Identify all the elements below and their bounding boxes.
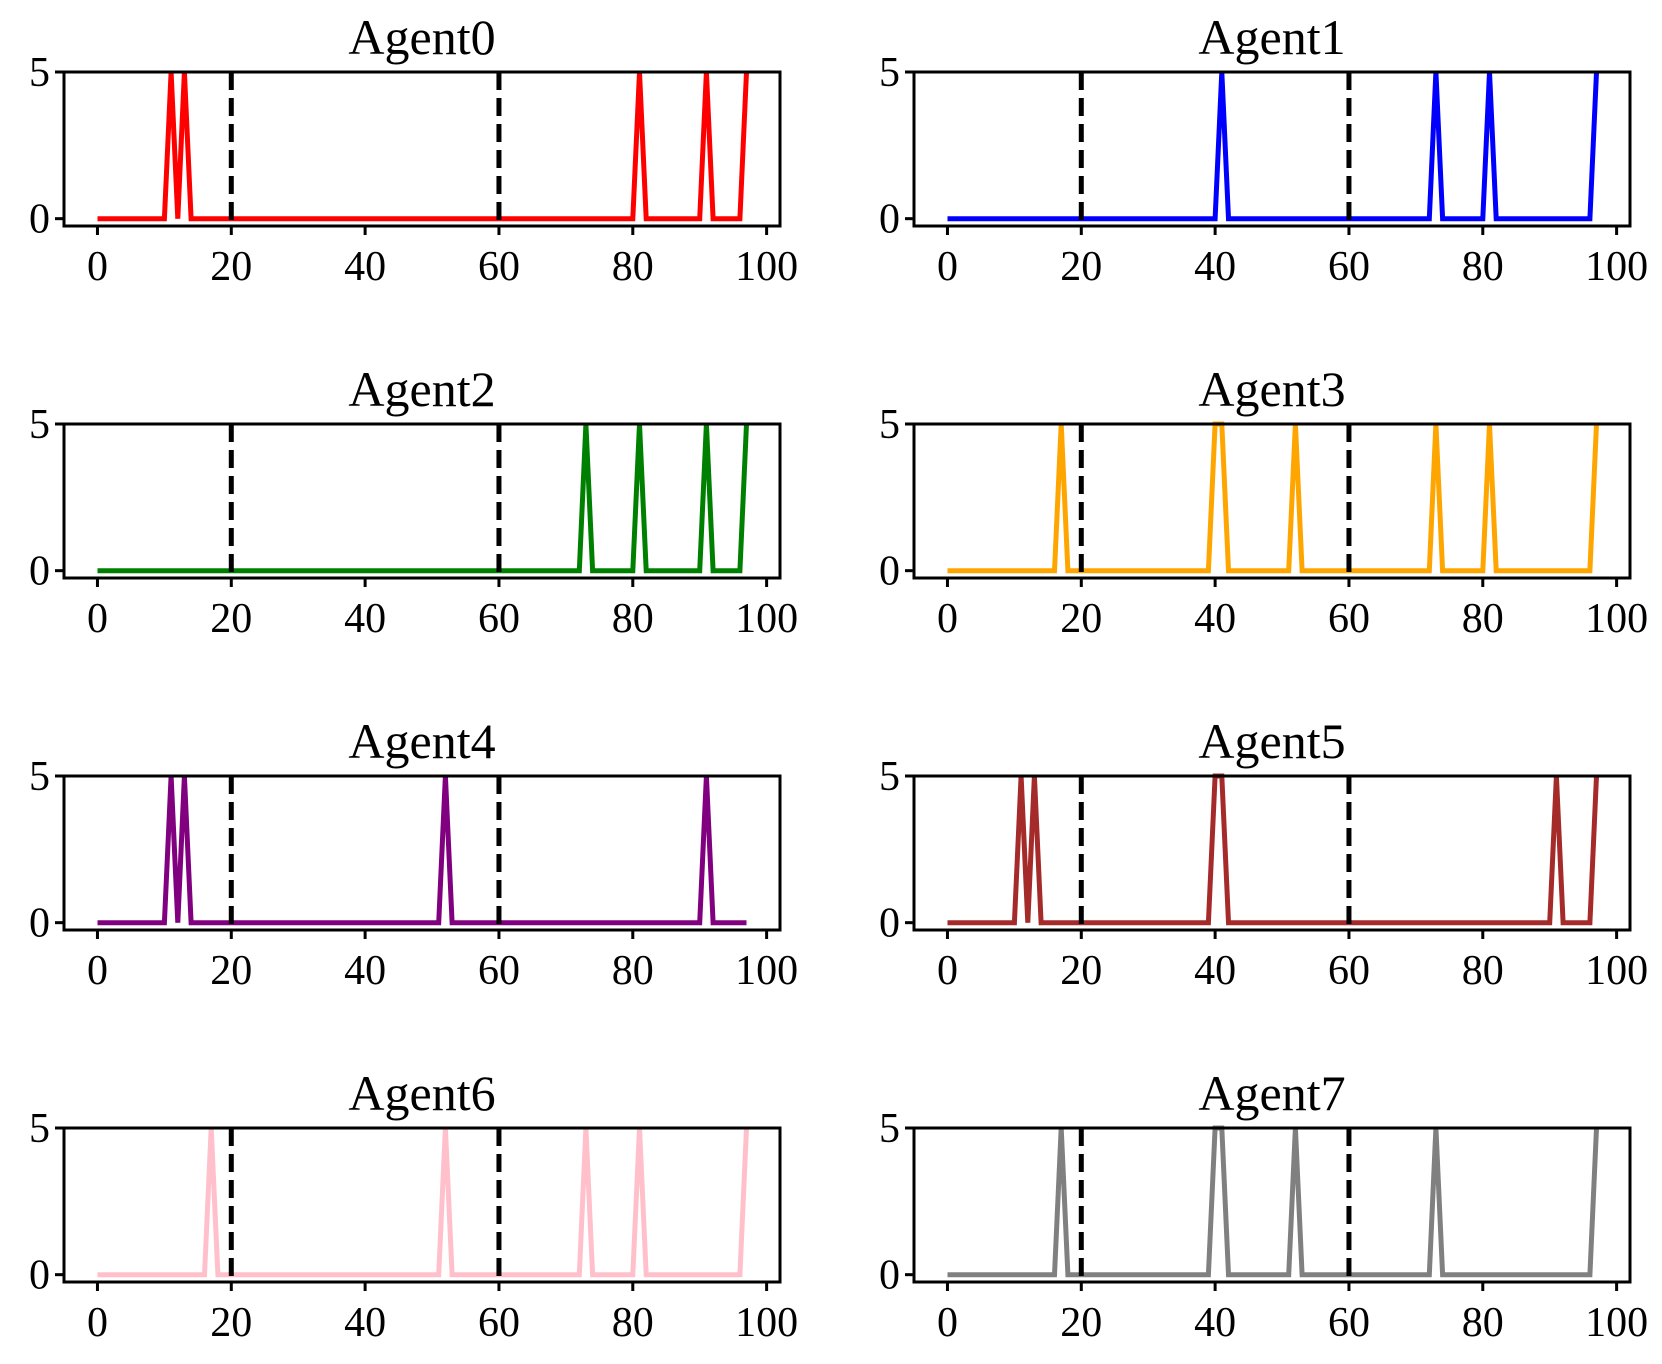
x-tick-label: 80 (612, 948, 654, 994)
x-tick-label: 60 (478, 596, 520, 642)
y-tick-label: 0 (879, 549, 900, 595)
subplot-title: Agent4 (348, 713, 495, 769)
x-tick-label: 0 (937, 596, 958, 642)
y-tick-label: 0 (29, 901, 50, 947)
axes-frame (912, 1126, 1632, 1284)
x-tick-label: 20 (210, 1300, 252, 1346)
y-tick-label: 5 (29, 50, 50, 96)
series-line (97, 71, 749, 222)
subplot-title: Agent6 (348, 1065, 495, 1121)
x-tick-label: 40 (1194, 244, 1236, 290)
x-tick-label: 60 (1328, 1300, 1370, 1346)
x-tick-label: 80 (1462, 244, 1504, 290)
y-tick-label: 0 (879, 901, 900, 947)
x-tick-label: 100 (735, 1300, 798, 1346)
axes-frame (62, 422, 782, 580)
y-tick-label: 5 (879, 754, 900, 800)
series-line (947, 1125, 1599, 1278)
x-tick-label: 0 (937, 244, 958, 290)
y-tick-label: 5 (879, 50, 900, 96)
subplot-agent0: Agent0 0 20 40 60 80 100 0 5 (29, 9, 798, 290)
subplot-agent4: Agent4 0 20 40 60 80 100 0 5 (29, 713, 798, 994)
x-tick-label: 0 (87, 244, 108, 290)
y-tick-label: 5 (29, 402, 50, 448)
x-tick-label: 80 (612, 1300, 654, 1346)
x-tick-label: 20 (1060, 596, 1102, 642)
x-tick-label: 40 (1194, 1300, 1236, 1346)
x-tick-label: 0 (87, 948, 108, 994)
x-tick-label: 60 (1328, 244, 1370, 290)
axes-frame (912, 70, 1632, 228)
axes-frame (62, 1126, 782, 1284)
subplot-agent2: Agent2 0 20 40 60 80 100 0 5 (29, 361, 798, 642)
x-tick-label: 40 (1194, 948, 1236, 994)
series-line (97, 1127, 749, 1278)
x-tick-label: 100 (1585, 948, 1648, 994)
x-tick-label: 100 (735, 244, 798, 290)
y-tick-label: 0 (29, 549, 50, 595)
x-tick-label: 40 (1194, 596, 1236, 642)
x-tick-label: 0 (87, 1300, 108, 1346)
x-tick-label: 20 (1060, 244, 1102, 290)
axes-frame (912, 422, 1632, 580)
subplot-title: Agent3 (1198, 361, 1345, 417)
x-tick-label: 60 (1328, 596, 1370, 642)
series-line (947, 71, 1599, 222)
subplot-agent5: Agent5 0 20 40 60 80 100 0 5 (879, 713, 1648, 994)
x-tick-label: 100 (1585, 244, 1648, 290)
x-tick-label: 20 (210, 948, 252, 994)
y-tick-label: 0 (879, 197, 900, 243)
y-tick-label: 5 (29, 754, 50, 800)
y-tick-label: 5 (29, 1106, 50, 1152)
subplot-agent1: Agent1 0 20 40 60 80 100 0 5 (879, 9, 1648, 290)
axes-frame (62, 774, 782, 932)
series-line (947, 421, 1599, 574)
axes-frame (62, 70, 782, 228)
subplot-agent3: Agent3 0 20 40 60 80 100 0 5 (879, 361, 1648, 642)
y-tick-label: 0 (29, 197, 50, 243)
x-tick-label: 40 (344, 244, 386, 290)
x-tick-label: 80 (612, 596, 654, 642)
y-tick-label: 0 (29, 1253, 50, 1299)
axes-frame (912, 774, 1632, 932)
x-tick-label: 60 (478, 948, 520, 994)
x-tick-label: 60 (1328, 948, 1370, 994)
subplot-title: Agent0 (348, 9, 495, 65)
x-tick-label: 60 (478, 244, 520, 290)
x-tick-label: 40 (344, 1300, 386, 1346)
series-line (947, 773, 1599, 926)
series-line (97, 423, 749, 574)
x-tick-label: 40 (344, 948, 386, 994)
x-tick-label: 20 (1060, 948, 1102, 994)
x-tick-label: 100 (735, 596, 798, 642)
y-tick-label: 5 (879, 402, 900, 448)
x-tick-label: 100 (1585, 596, 1648, 642)
series-line (97, 775, 747, 926)
x-tick-label: 100 (735, 948, 798, 994)
subplot-title: Agent1 (1198, 9, 1345, 65)
x-tick-label: 80 (1462, 1300, 1504, 1346)
x-tick-label: 0 (937, 1300, 958, 1346)
x-tick-label: 60 (478, 1300, 520, 1346)
x-tick-label: 0 (87, 596, 108, 642)
subplot-agent6: Agent6 0 20 40 60 80 100 0 5 (29, 1065, 798, 1346)
subplot-title: Agent5 (1198, 713, 1345, 769)
x-tick-label: 80 (1462, 948, 1504, 994)
subplot-agent7: Agent7 0 20 40 60 80 100 0 5 (879, 1065, 1648, 1346)
x-tick-label: 80 (612, 244, 654, 290)
subplot-title: Agent7 (1198, 1065, 1345, 1121)
x-tick-label: 20 (1060, 1300, 1102, 1346)
x-tick-label: 100 (1585, 1300, 1648, 1346)
y-tick-label: 0 (879, 1253, 900, 1299)
x-tick-label: 0 (937, 948, 958, 994)
x-tick-label: 80 (1462, 596, 1504, 642)
x-tick-label: 20 (210, 244, 252, 290)
x-tick-label: 40 (344, 596, 386, 642)
y-tick-label: 5 (879, 1106, 900, 1152)
x-tick-label: 20 (210, 596, 252, 642)
subplot-title: Agent2 (348, 361, 495, 417)
